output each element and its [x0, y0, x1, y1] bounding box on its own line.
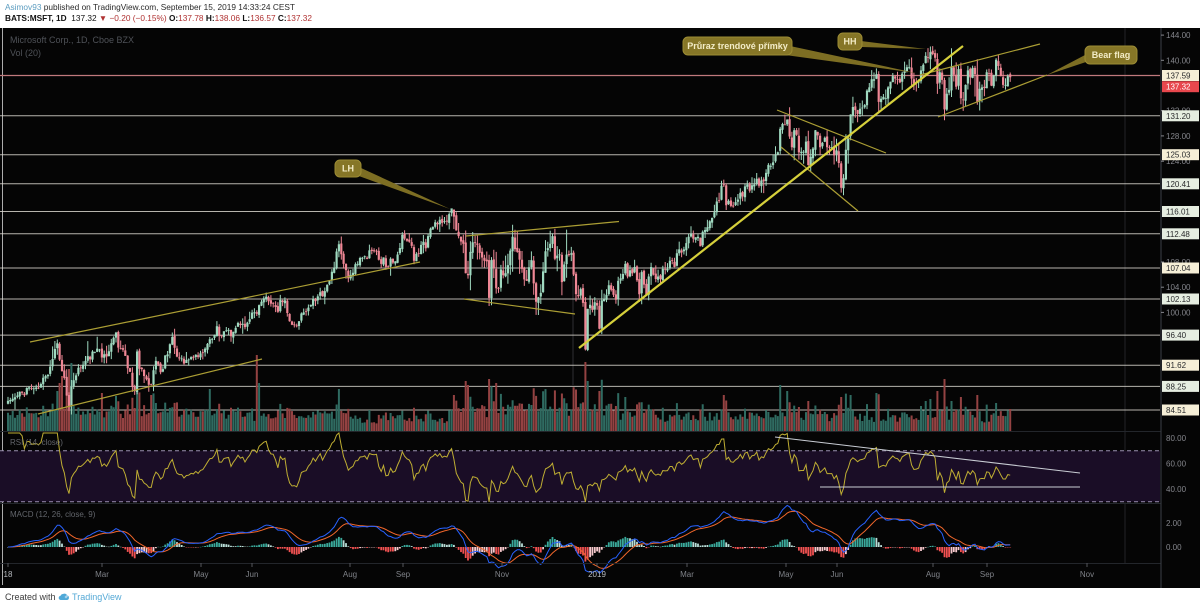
svg-text:107.04: 107.04: [1166, 264, 1191, 273]
svg-text:84.51: 84.51: [1166, 406, 1187, 415]
svg-text:0.00: 0.00: [1166, 543, 1182, 552]
svg-text:137.59: 137.59: [1166, 72, 1191, 81]
svg-text:40.00: 40.00: [1166, 485, 1187, 494]
svg-text:Průraz trendové přímky: Průraz trendové přímky: [687, 41, 788, 51]
svg-text:88.25: 88.25: [1166, 382, 1187, 391]
svg-text:144.00: 144.00: [1166, 31, 1191, 40]
svg-text:Jun: Jun: [831, 570, 844, 579]
svg-text:Aug: Aug: [926, 570, 940, 579]
svg-text:Vol (20): Vol (20): [10, 48, 41, 58]
svg-text:Microsoft Corp., 1D, Cboe BZX: Microsoft Corp., 1D, Cboe BZX: [10, 35, 134, 45]
svg-text:May: May: [778, 570, 793, 579]
svg-text:Jun: Jun: [246, 570, 259, 579]
svg-text:LH: LH: [342, 164, 354, 174]
svg-text:Sep: Sep: [980, 570, 995, 579]
svg-text:128.00: 128.00: [1166, 132, 1191, 141]
svg-text:80.00: 80.00: [1166, 434, 1187, 443]
svg-text:'18: '18: [2, 570, 13, 579]
svg-text:125.03: 125.03: [1166, 151, 1191, 160]
svg-text:60.00: 60.00: [1166, 460, 1187, 469]
svg-text:91.62: 91.62: [1166, 361, 1187, 370]
svg-text:2019: 2019: [588, 570, 606, 579]
svg-text:137.32: 137.32: [1166, 83, 1191, 92]
svg-text:Mar: Mar: [95, 570, 109, 579]
svg-text:102.13: 102.13: [1166, 295, 1191, 304]
svg-text:120.41: 120.41: [1166, 180, 1191, 189]
svg-text:116.01: 116.01: [1166, 208, 1190, 217]
svg-text:96.40: 96.40: [1166, 331, 1187, 340]
svg-text:HH: HH: [844, 37, 857, 47]
svg-text:2.00: 2.00: [1166, 519, 1182, 528]
svg-text:131.20: 131.20: [1166, 112, 1191, 121]
svg-text:Mar: Mar: [680, 570, 694, 579]
svg-text:Aug: Aug: [343, 570, 357, 579]
svg-text:104.00: 104.00: [1166, 283, 1191, 292]
svg-text:100.00: 100.00: [1166, 308, 1191, 317]
svg-text:MACD (12, 26, close, 9): MACD (12, 26, close, 9): [10, 510, 96, 519]
svg-text:Sep: Sep: [396, 570, 411, 579]
svg-text:124.00: 124.00: [1166, 157, 1191, 166]
svg-text:RSI (14, close): RSI (14, close): [10, 438, 63, 447]
svg-text:Nov: Nov: [1080, 570, 1094, 579]
svg-text:May: May: [193, 570, 208, 579]
svg-text:140.00: 140.00: [1166, 56, 1191, 65]
svg-text:112.48: 112.48: [1166, 230, 1190, 239]
svg-text:Bear flag: Bear flag: [1092, 50, 1131, 60]
svg-text:Nov: Nov: [495, 570, 509, 579]
